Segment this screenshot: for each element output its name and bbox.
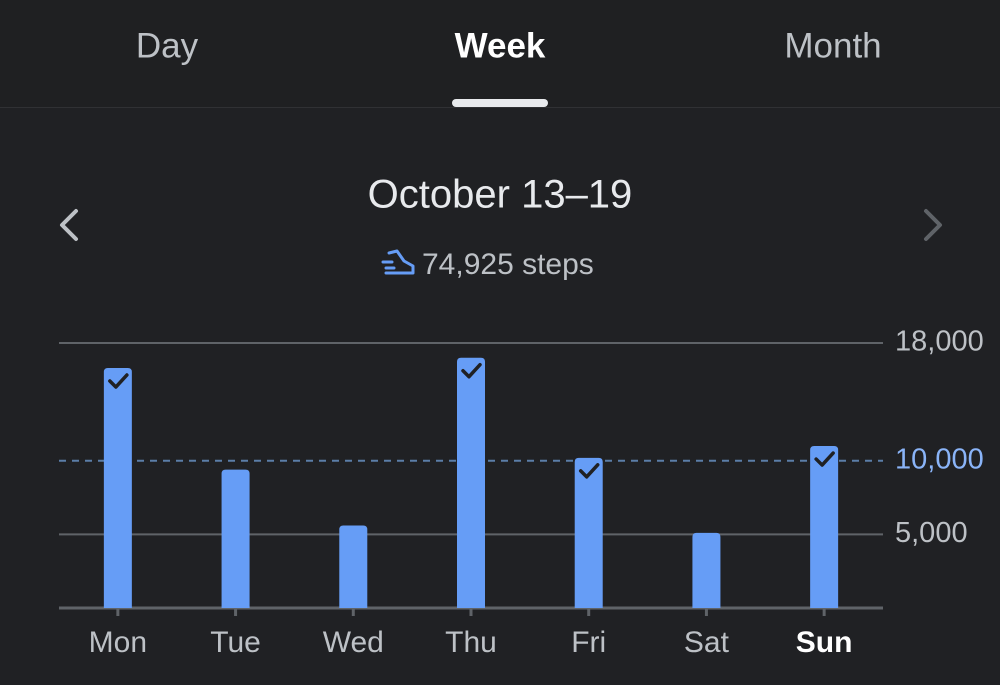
tab-bar <box>0 0 1000 107</box>
previous-week-button[interactable] <box>60 209 78 241</box>
bar[interactable] <box>574 457 603 608</box>
steps-icon <box>381 249 415 275</box>
bar[interactable] <box>457 357 485 608</box>
y-tick-label: 18,000 <box>895 326 984 358</box>
step-total: 74,925 steps <box>422 248 594 281</box>
tab[interactable]: Week <box>455 26 546 65</box>
x-tick-label[interactable]: Mon <box>89 626 147 659</box>
next-week-button[interactable] <box>924 209 942 241</box>
y-tick-label: 10,000 <box>895 443 984 475</box>
goal-check <box>578 463 600 479</box>
x-tick-label[interactable]: Sun <box>796 626 853 659</box>
goal-check <box>814 451 835 467</box>
bar[interactable] <box>692 532 721 608</box>
x-tick-label[interactable]: Thu <box>445 626 497 659</box>
bar[interactable] <box>810 446 839 608</box>
x-tick-label[interactable]: Sat <box>684 626 730 659</box>
x-tick-label[interactable]: Fri <box>571 626 606 659</box>
x-tick-label[interactable]: Tue <box>210 626 261 659</box>
tab-indicator <box>452 99 548 107</box>
goal-check <box>108 373 129 389</box>
bar[interactable] <box>339 525 368 608</box>
tab[interactable]: Month <box>784 26 881 65</box>
y-tick-label: 5,000 <box>895 517 968 549</box>
tab[interactable]: Day <box>136 26 199 65</box>
bar[interactable] <box>221 469 250 608</box>
goal-check <box>461 362 482 379</box>
x-tick-label[interactable]: Wed <box>323 626 384 659</box>
date-range-title: October 13–19 <box>368 173 633 217</box>
bar[interactable] <box>103 368 132 608</box>
